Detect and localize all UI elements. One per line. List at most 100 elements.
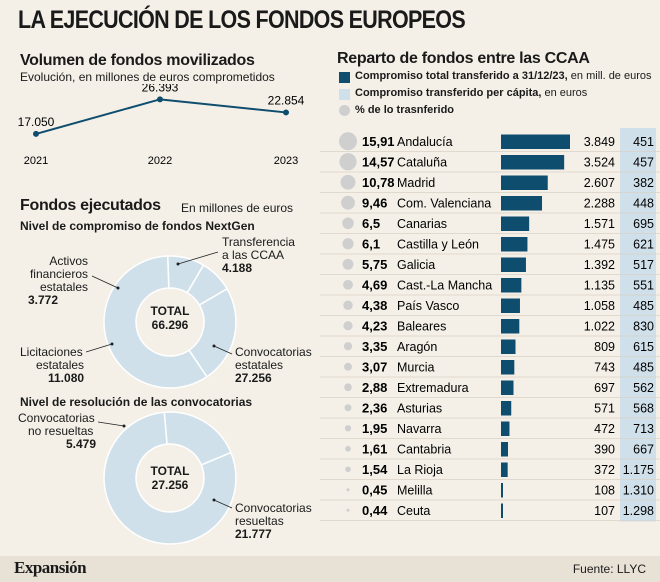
pct-label: 9,46: [362, 195, 387, 210]
legend-swatch-pct: [339, 105, 350, 116]
pct-label: 0,44: [362, 503, 388, 518]
total-bar: [501, 401, 512, 416]
total-bar: [501, 421, 510, 436]
region-label: Baleares: [397, 319, 446, 333]
region-label: Extremadura: [397, 381, 469, 395]
legend-total: Compromiso total transferido a 31/12/23,…: [355, 70, 652, 82]
percapita-value: 830: [633, 319, 654, 333]
region-label: Madrid: [397, 176, 435, 190]
pct-circle: [344, 425, 352, 432]
region-label: Andalucía: [397, 135, 453, 149]
pct-label: 3,35: [362, 339, 387, 354]
total-value: 390: [594, 442, 615, 456]
percapita-value: 382: [633, 176, 654, 190]
pct-circle: [342, 258, 354, 270]
line-point: [157, 96, 163, 103]
pct-circle: [346, 488, 350, 492]
line-chart: 17.050 2021 26.393 2022 22.854 2023: [18, 84, 305, 167]
total-value: 697: [594, 381, 615, 395]
resolucion-title: Nivel de resolución de las convocatorias: [20, 395, 253, 409]
brand-logo: Expansión: [14, 558, 87, 577]
percapita-value: 485: [633, 299, 654, 313]
pct-label: 15,91: [362, 134, 395, 149]
legend-pct: % de lo trasnferido: [355, 104, 455, 116]
total-value: 809: [594, 340, 615, 354]
pct-circle: [345, 466, 351, 473]
pct-circle: [344, 383, 352, 392]
pct-circle: [343, 342, 353, 351]
region-label: Aragón: [397, 340, 437, 354]
donut-slice: [103, 411, 237, 545]
total-bar: [501, 257, 526, 272]
nextgen-total-value: 66.296: [151, 318, 189, 332]
region-label: Castilla y León: [397, 237, 479, 251]
line-value-label: 22.854: [268, 93, 305, 107]
pct-label: 1,54: [362, 462, 388, 477]
region-label: Cantabria: [397, 442, 451, 456]
pct-label: 6,1: [362, 236, 380, 251]
pct-circle: [343, 321, 353, 331]
label-licitaciones: Licitaciones estatales 11.080: [20, 345, 85, 385]
pct-label: 14,57: [362, 154, 395, 169]
legend-swatch-total: [339, 72, 350, 83]
percapita-column-bg: [620, 128, 656, 522]
donut-slice: [103, 255, 208, 389]
total-bar: [501, 155, 565, 170]
pct-circle: [343, 300, 353, 310]
percapita-value: 695: [633, 217, 654, 231]
pct-circle: [339, 132, 357, 151]
total-bar: [501, 483, 503, 498]
label-resueltas: Convocatorias resueltas 21.777: [235, 501, 312, 541]
region-label: País Vasco: [397, 299, 459, 313]
resolucion-total-label: TOTAL: [150, 464, 190, 478]
region-label: Ceuta: [397, 504, 430, 518]
region-label: Galicia: [397, 258, 435, 272]
legend-percapita: Compromiso transferido per cápita, en eu…: [355, 87, 588, 99]
total-bar: [501, 237, 528, 252]
region-label: Canarias: [397, 217, 447, 231]
label-convocatorias-estatales: Convocatorias estatales 27.256: [235, 345, 312, 385]
total-bar: [501, 319, 520, 334]
pct-label: 0,45: [362, 482, 387, 497]
percapita-value: 551: [633, 278, 654, 292]
region-label: La Rioja: [397, 463, 443, 477]
total-value: 2.288: [584, 196, 615, 210]
total-bar: [501, 298, 520, 313]
nextgen-total-label: TOTAL: [150, 304, 190, 318]
total-value: 107: [594, 504, 615, 518]
line-value-label: 26.393: [142, 84, 179, 94]
ejecutados-title: Fondos ejecutados: [20, 197, 161, 214]
legend-swatch-percapita: [339, 89, 350, 100]
total-value: 1.475: [584, 237, 615, 251]
percapita-value: 621: [633, 237, 654, 251]
percapita-value: 448: [633, 196, 654, 210]
total-bar: [501, 360, 515, 375]
region-label: Cast.-La Mancha: [397, 278, 492, 292]
resolucion-donut: [103, 411, 237, 545]
total-value: 3.524: [584, 155, 615, 169]
nextgen-title: Nivel de compromiso de fondos NextGen: [20, 219, 255, 233]
source-note: Fuente: LLYC: [572, 562, 646, 576]
total-bar: [501, 339, 516, 354]
pct-label: 1,95: [362, 421, 387, 436]
reparto-title: Reparto de fondos entre las CCAA: [337, 50, 590, 67]
region-label: Asturias: [397, 401, 442, 415]
total-value: 372: [594, 463, 615, 477]
ejecutados-unit: En millones de euros: [181, 201, 294, 215]
line-point: [283, 109, 289, 116]
line-value-label: 17.050: [18, 115, 55, 129]
x-tick-label: 2023: [274, 155, 298, 167]
pct-circle: [346, 508, 350, 512]
line-series: [35, 98, 287, 135]
total-value: 2.607: [584, 176, 615, 190]
region-label: Murcia: [397, 360, 435, 374]
label-activos: Activos financieros estatales 3.772: [28, 254, 88, 307]
nextgen-donut: [103, 255, 237, 389]
total-bar: [501, 462, 508, 477]
pct-circle: [342, 238, 354, 250]
label-no-resueltas: Convocatorias no resueltas 5.479: [18, 411, 97, 451]
x-tick-label: 2021: [24, 155, 48, 167]
pct-circle: [342, 217, 354, 230]
label-transferencia: Transferencia a las CCAA 4.188: [222, 235, 295, 275]
total-bar: [501, 442, 508, 457]
